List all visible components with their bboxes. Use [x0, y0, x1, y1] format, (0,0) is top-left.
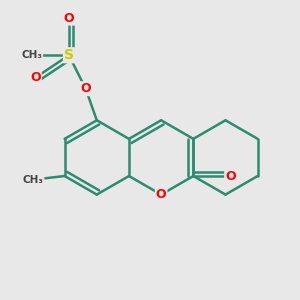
Text: CH₃: CH₃ — [21, 50, 42, 60]
Text: O: O — [30, 71, 41, 84]
Text: O: O — [80, 82, 91, 95]
Text: S: S — [64, 48, 74, 62]
Text: CH₃: CH₃ — [22, 175, 44, 185]
Text: O: O — [64, 12, 74, 25]
Text: O: O — [156, 188, 167, 201]
Text: O: O — [225, 169, 236, 182]
